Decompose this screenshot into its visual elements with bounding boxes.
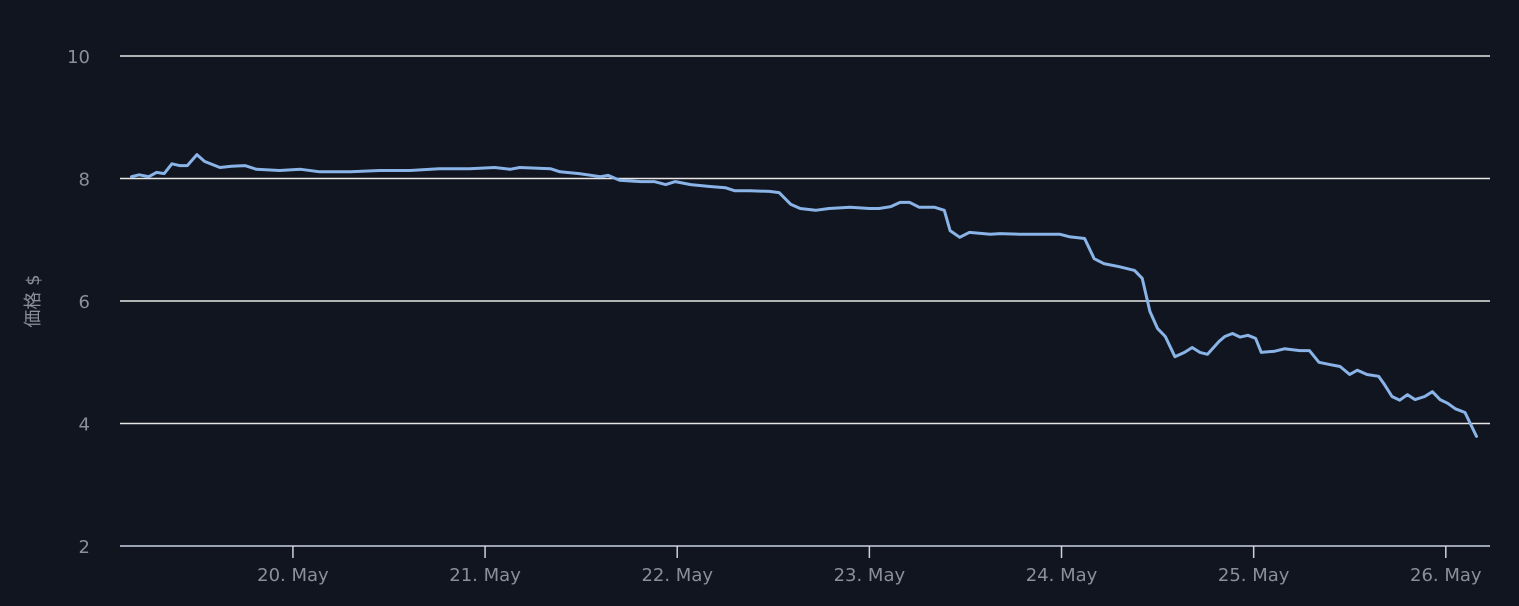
x-tick-label: 23. May xyxy=(834,565,906,586)
y-tick-label: 10 xyxy=(67,47,90,68)
x-tick-label: 26. May xyxy=(1410,565,1482,586)
x-tick-label: 20. May xyxy=(257,565,329,586)
y-tick-label: 2 xyxy=(79,537,90,558)
y-axis-label: 価格 $ xyxy=(23,274,44,327)
x-tick-label: 24. May xyxy=(1026,565,1098,586)
x-tick-label: 25. May xyxy=(1218,565,1290,586)
y-tick-label: 4 xyxy=(79,415,90,436)
y-tick-label: 8 xyxy=(79,170,90,191)
y-tick-label: 6 xyxy=(79,292,90,313)
x-tick-label: 21. May xyxy=(449,565,521,586)
price-line xyxy=(130,153,1478,438)
x-tick-label: 22. May xyxy=(641,565,713,586)
